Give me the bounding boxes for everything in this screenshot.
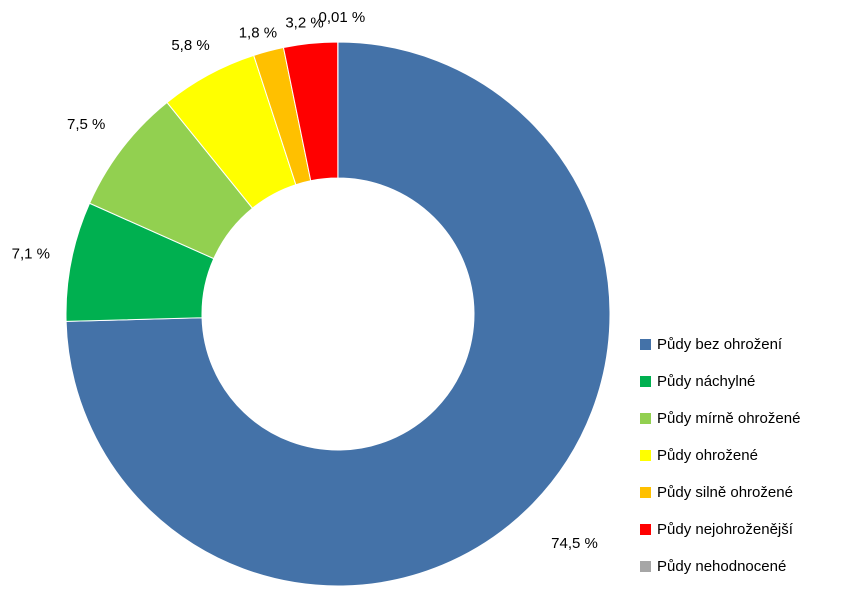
data-label-3: 7,5 %: [67, 116, 105, 133]
legend-item-7: Půdy nehodnocené: [640, 548, 855, 585]
legend-swatch: [640, 524, 651, 535]
legend-label: Půdy nehodnocené: [657, 558, 786, 575]
legend-item-3: Půdy mírně ohrožené: [640, 400, 855, 437]
slices-group: [66, 42, 610, 586]
legend-label: Půdy nejohroženější: [657, 521, 793, 538]
legend-swatch: [640, 487, 651, 498]
legend-label: Půdy ohrožené: [657, 447, 758, 464]
legend-label: Půdy náchylné: [657, 373, 755, 390]
legend-item-1: Půdy bez ohrožení: [640, 326, 855, 363]
legend-swatch: [640, 561, 651, 572]
legend-item-4: Půdy ohrožené: [640, 437, 855, 474]
legend-swatch: [640, 376, 651, 387]
legend-item-5: Půdy silně ohrožené: [640, 474, 855, 511]
legend-item-2: Půdy náchylné: [640, 363, 855, 400]
legend-swatch: [640, 450, 651, 461]
legend-swatch: [640, 339, 651, 350]
data-label-1: 74,5 %: [551, 535, 598, 552]
data-label-4: 5,8 %: [171, 37, 209, 54]
legend: Půdy bez ohrožení Půdy náchylné Půdy mírně…: [640, 326, 855, 585]
legend-item-6: Půdy nejohroženější: [640, 511, 855, 548]
data-label-7: 0,01 %: [319, 9, 366, 26]
legend-swatch: [640, 413, 651, 424]
legend-label: Půdy bez ohrožení: [657, 336, 782, 353]
legend-label: Půdy silně ohrožené: [657, 484, 793, 501]
data-label-5: 1,8 %: [239, 25, 277, 42]
data-label-2: 7,1 %: [12, 246, 50, 263]
legend-label: Půdy mírně ohrožené: [657, 410, 800, 427]
